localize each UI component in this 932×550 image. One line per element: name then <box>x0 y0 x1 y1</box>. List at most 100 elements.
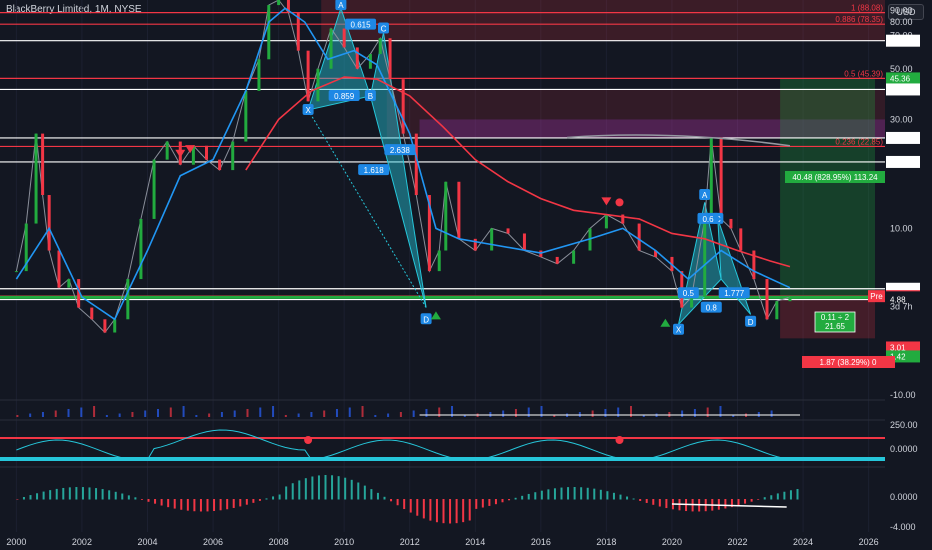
candle-35 <box>414 133 418 196</box>
candle-62 <box>775 301 779 320</box>
price-tag-bg-4 <box>886 155 920 168</box>
candle-25 <box>296 12 300 51</box>
volume-bar-46 <box>604 409 607 417</box>
osc-bar-87 <box>586 487 589 500</box>
volume-bar-26 <box>348 407 351 417</box>
candle-26 <box>306 50 310 102</box>
osc-bar-76 <box>514 497 517 500</box>
volume-bar-7 <box>105 415 108 417</box>
countdown: 3d 7h <box>890 301 913 311</box>
osc-bar-65 <box>442 499 445 524</box>
osc-bar-63 <box>429 499 432 521</box>
osc-bar-40 <box>278 494 281 500</box>
candle-48 <box>604 214 608 229</box>
ma-line-0 <box>15 7 791 321</box>
rsi-lower-band <box>0 457 885 461</box>
candle-11 <box>126 279 130 320</box>
osc-bar-86 <box>580 487 583 500</box>
pattern-label-bg-3 <box>378 22 389 34</box>
osc-bar-61 <box>416 499 419 516</box>
pattern-label-16: 0.8 <box>706 304 718 313</box>
osc-bar-98 <box>658 499 661 507</box>
candle-36 <box>427 195 431 272</box>
volume-bar-45 <box>591 410 594 417</box>
osc-bar-107 <box>717 499 720 510</box>
x-tick-2006: 2006 <box>203 537 223 547</box>
candle-29 <box>342 28 346 48</box>
candle-2 <box>34 133 38 224</box>
osc-bar-119 <box>796 489 799 500</box>
candle-60 <box>752 250 756 280</box>
osc-bar-33 <box>232 499 235 508</box>
volume-bar-56 <box>732 415 735 417</box>
candle-7 <box>77 279 81 308</box>
osc-bar-6 <box>55 488 58 500</box>
osc-bar-58 <box>396 499 399 506</box>
candle-14 <box>165 141 169 160</box>
price-tag-2: 40.58 <box>890 85 911 94</box>
osc-bar-111 <box>744 499 747 504</box>
osc-bar-11 <box>88 487 91 500</box>
osc-bar-95 <box>639 499 642 502</box>
volume-bar-32 <box>425 409 428 417</box>
osc-bar-49 <box>337 476 340 500</box>
osc-bar-116 <box>776 493 779 500</box>
osc-bar-94 <box>632 498 635 500</box>
supply-zone <box>386 89 885 138</box>
measure-down: 1.87 (38.29%) 0 <box>820 358 877 367</box>
osc-bar-22 <box>160 499 163 506</box>
osc-bar-113 <box>757 499 760 500</box>
candle-27 <box>316 68 320 102</box>
osc-bar-15 <box>114 491 117 500</box>
osc-bar-75 <box>508 499 511 501</box>
price-line <box>15 0 791 334</box>
measure-up: 40.48 (828.95%) 113.24 <box>792 173 878 182</box>
candle-46 <box>572 250 576 264</box>
osc-bar-37 <box>258 499 261 501</box>
level-label-6: 0.236 (22.85) <box>835 137 883 146</box>
osc-bar-30 <box>213 499 216 512</box>
volume-bar-47 <box>617 407 620 417</box>
x-tick-2008: 2008 <box>269 537 289 547</box>
candle-20 <box>244 90 248 142</box>
osc-bar-2 <box>29 495 32 500</box>
volume-bar-17 <box>233 410 236 417</box>
volume-bar-39 <box>514 409 517 417</box>
time-axis: 2000 2002 2004 2006 2008 2010 2012 2014 2016 2018… <box>6 537 878 547</box>
signal-marker-4 <box>660 318 671 327</box>
osc-bar-90 <box>606 491 609 500</box>
volume-bar-35 <box>463 415 466 417</box>
osc-bar-41 <box>285 486 288 500</box>
candle-4 <box>47 195 51 251</box>
osc-bar-10 <box>81 487 84 500</box>
volume-bar-48 <box>629 406 632 417</box>
candle-43 <box>522 233 526 251</box>
y-tick-1: 80.00 <box>890 17 913 27</box>
osc-bar-51 <box>350 479 353 500</box>
osc-bar-28 <box>199 499 202 512</box>
osc-bar-109 <box>730 499 733 508</box>
currency-button[interactable]: USD <box>888 4 924 20</box>
osc-bar-29 <box>206 499 209 512</box>
volume-bar-14 <box>195 415 198 417</box>
osc-bar-42 <box>291 483 294 500</box>
pattern-label-bg-7 <box>384 144 416 156</box>
candle-34 <box>401 79 405 134</box>
y-tick-0: 90.00 <box>890 5 913 15</box>
osc-bar-27 <box>193 499 196 512</box>
osc-bar-55 <box>376 492 379 500</box>
price-tag-5: 5.44 <box>890 285 906 294</box>
volume-bar-10 <box>144 410 147 417</box>
candle-61 <box>765 279 769 320</box>
rr-box-line2: 21.65 <box>825 322 846 331</box>
osc-bar-31 <box>219 499 222 511</box>
candle-50 <box>637 223 641 251</box>
candle-18 <box>218 159 222 171</box>
osc-bar-1 <box>22 497 25 500</box>
volume-bar-18 <box>246 409 249 417</box>
candle-3 <box>41 133 45 196</box>
volume-bar-0 <box>16 415 19 417</box>
osc-bar-20 <box>147 499 150 502</box>
osc-bar-50 <box>344 477 347 500</box>
